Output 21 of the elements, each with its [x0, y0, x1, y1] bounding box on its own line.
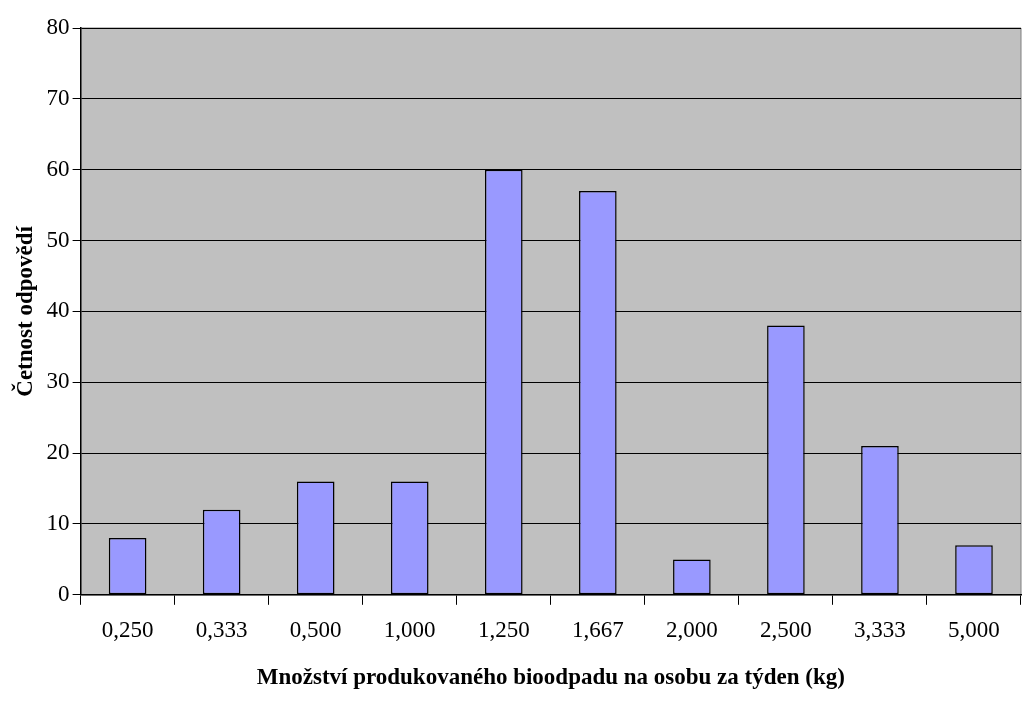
- x-axis-title: Množství produkovaného bioodpadu na osobu za týden (kg): [256, 664, 845, 690]
- y-tick-label: 10: [46, 510, 70, 535]
- x-tick-label: 1,667: [571, 616, 624, 642]
- y-tick-label: 60: [46, 155, 70, 181]
- y-tick-label: 50: [46, 226, 70, 252]
- x-tick-label: 0,250: [101, 616, 154, 642]
- y-axis-title: Četnost odpovědí: [10, 225, 37, 397]
- x-tick-label: 2,000: [665, 616, 718, 642]
- y-tick-label: 30: [46, 368, 70, 394]
- x-tick-label: 3,333: [854, 616, 906, 642]
- x-tick-label: 0,500: [289, 616, 342, 642]
- x-tick-label: 2,500: [760, 616, 812, 642]
- x-tick-label: 1,000: [383, 616, 436, 642]
- y-tick-label: 0: [58, 580, 70, 606]
- y-tick-label: 80: [46, 14, 70, 40]
- x-tick-label: 5,000: [948, 616, 1000, 642]
- x-tick-label: 0,333: [195, 616, 248, 642]
- y-tick-label: 70: [46, 84, 70, 110]
- y-tick-label: 20: [46, 439, 70, 465]
- y-tick-label: 40: [46, 297, 70, 323]
- x-tick-label: 1,250: [477, 616, 530, 642]
